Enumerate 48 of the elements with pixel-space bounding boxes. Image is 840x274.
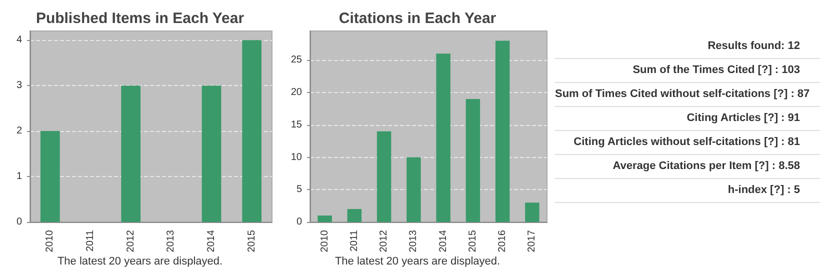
bar [525,202,540,222]
bar [466,98,480,222]
x-tick-label: 2011 [85,230,96,252]
text: Citing Articles without self-citations [?] : 81 [555,131,820,155]
bar [376,131,392,222]
bar [121,86,141,222]
x-tick-label: 2015 [467,230,478,252]
y-tick-label: 4 [16,34,22,46]
y-tick-label: 1 [16,171,22,182]
text: Average Citations per Item [?] : 8.58 [555,155,820,179]
bar [347,209,362,222]
y-tick-label: 0 [296,216,302,228]
y-tick-label: 10 [290,152,302,163]
bar [436,54,450,222]
y-tick-label: 20 [290,87,302,98]
y-tick-label: 3 [16,80,22,92]
x-tick-label: 2013 [166,230,177,252]
y-tick-label: 25 [290,54,302,66]
y-tick-label: 5 [296,184,302,196]
x-tick-label: 2014 [206,230,217,252]
y-tick-label: 15 [290,119,302,130]
bar [406,157,421,222]
text: Citing Articles [?] : 91 [555,107,820,131]
x-tick-label: 2011 [348,230,360,252]
y-tick-label: 0 [16,216,22,228]
x-tick-label: 2016 [497,230,508,252]
text: The latest 20 years are displayed. [334,256,500,268]
text: h-index [?] : 5 [555,179,820,203]
bar [40,131,60,222]
chart-title: Published Items in Each Year [36,10,244,27]
text: The latest 20 years are displayed. [57,256,223,268]
bar [495,40,510,222]
text: Results found: 12 [555,35,820,59]
x-tick-label: 2010 [44,230,56,252]
x-tick-label: 2014 [438,230,449,252]
x-tick-label: 2012 [378,230,390,252]
x-tick-label: 2010 [319,230,330,252]
x-tick-label: 2012 [125,230,136,252]
bar [202,86,222,222]
bar [318,216,332,222]
text: Sum of Times Cited without self-citations [?] : 87 [555,83,820,107]
bar [242,40,262,222]
x-tick-label: 2013 [408,230,420,252]
x-tick-label: 2017 [526,230,538,252]
chart-title: Citations in Each Year [338,10,496,27]
text: Sum of the Times Cited [?] : 103 [555,59,820,83]
x-tick-label: 2015 [246,230,258,252]
y-tick-label: 2 [16,126,22,137]
